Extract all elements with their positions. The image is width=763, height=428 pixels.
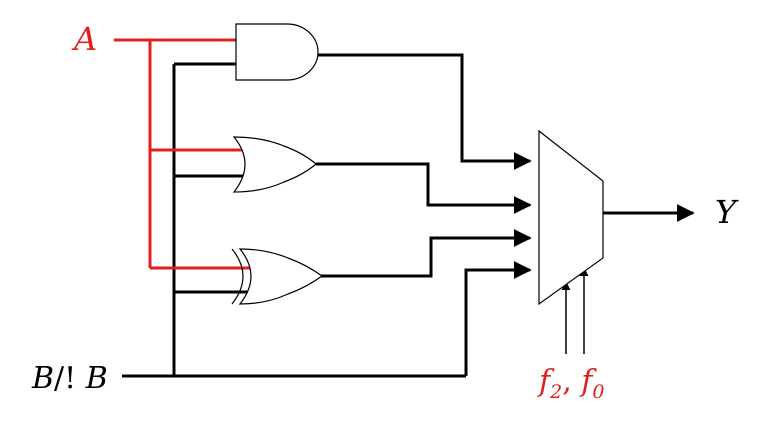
select-f2: f2 bbox=[539, 364, 563, 403]
input-b-suffix: B bbox=[85, 361, 108, 396]
b-to-mux-wire bbox=[464, 261, 532, 376]
input-a-label: A bbox=[74, 20, 98, 58]
select-lines bbox=[561, 267, 589, 354]
select-label: f2, f0 bbox=[539, 367, 604, 402]
output-y-label: Y bbox=[715, 193, 737, 231]
xor-gate bbox=[231, 248, 324, 305]
multiplexer bbox=[538, 129, 604, 306]
select-sep: , bbox=[562, 364, 582, 399]
xor-output-wire bbox=[320, 229, 532, 278]
and-output-wire bbox=[318, 53, 532, 170]
or-output-wire bbox=[316, 162, 532, 214]
input-b-sep: /! bbox=[54, 361, 86, 396]
input-b-label: B/! B bbox=[32, 364, 108, 394]
input-b-prefix: B bbox=[32, 361, 55, 396]
and-gate bbox=[235, 23, 319, 81]
or-gate bbox=[232, 136, 317, 193]
input-a-wires bbox=[114, 38, 252, 270]
select-f0: f0 bbox=[581, 364, 605, 403]
wire-group bbox=[122, 53, 695, 378]
